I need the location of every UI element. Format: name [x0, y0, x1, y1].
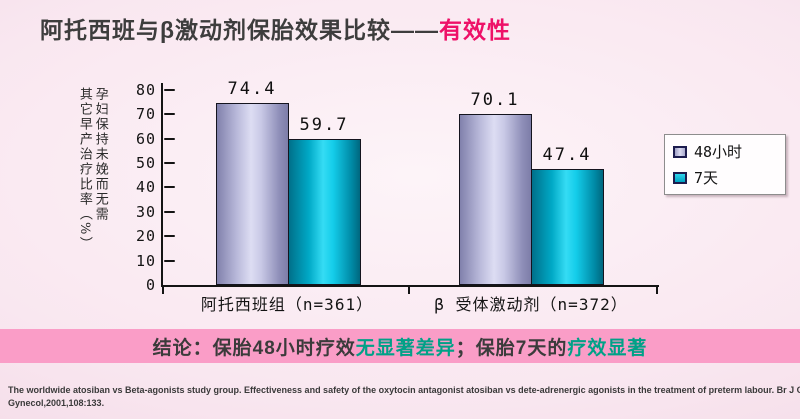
y-tick-mark [164, 235, 175, 238]
category-label: 阿托西班组（n=361） [200, 295, 374, 314]
bar-value-label: 74.4 [227, 79, 277, 100]
y-axis-label-line1: 孕妇保持未娩而无需 [92, 87, 108, 222]
legend-item-48小时: 48小时 [673, 141, 777, 162]
conclusion-highlight-2: 疗效显著 [567, 337, 648, 359]
y-tick-label: 70 [135, 105, 156, 124]
y-tick-label: 20 [135, 227, 156, 246]
x-tick-mark [656, 286, 658, 294]
y-tick-label: 50 [135, 154, 156, 172]
y-tick-mark [164, 210, 175, 213]
x-tick-mark [162, 286, 164, 294]
y-tick-label: 10 [135, 251, 156, 270]
y-tick-label: 80 [135, 80, 156, 99]
y-tick-mark [164, 186, 175, 189]
y-axis-line [161, 83, 163, 287]
bar-value-label: 70.1 [470, 89, 520, 110]
y-axis-label-line2: 其它早产治疗比率（%） [76, 87, 92, 252]
conclusion-middle: ；保胎7天的 [455, 337, 568, 359]
category-label: β 受体激动剂（n=372） [434, 295, 628, 314]
slide-title-main: 阿托西班与β激动剂保胎效果比较—— [40, 17, 440, 43]
slide-title: 阿托西班与β激动剂保胎效果比较——有效性 [40, 11, 511, 45]
conclusion-band: 结论：保胎48小时疗效 无显著差异 ；保胎7天的 疗效显著 [0, 329, 800, 363]
chart-legend: 48小时 7天 [664, 134, 786, 195]
legend-label: 48小时 [694, 143, 743, 161]
y-tick-mark [164, 259, 175, 262]
bar-7天-阿托西班组（n=361） [288, 139, 361, 285]
bar-7天-β 受体激动剂（n=372） [531, 169, 604, 285]
legend-label: 7天 [694, 169, 719, 187]
y-tick-label: 40 [135, 178, 156, 197]
y-tick-label: 60 [135, 129, 156, 148]
y-tick-mark [164, 113, 175, 116]
bar-value-label: 59.7 [299, 115, 349, 136]
legend-item-7天: 7天 [673, 167, 777, 188]
conclusion-highlight-1: 无显著差异 [355, 337, 456, 359]
bar-48小时-β 受体激动剂（n=372） [459, 113, 532, 285]
legend-swatch-icon [673, 171, 687, 184]
x-axis-line [161, 285, 659, 287]
bar-value-label: 47.4 [542, 145, 592, 166]
reference-line2: Gynecol,2001,108:133. [8, 398, 105, 408]
y-tick-label: 0 [145, 276, 156, 294]
conclusion-prefix: 结论：保胎48小时疗效 [152, 337, 356, 359]
y-tick-label: 30 [135, 202, 156, 221]
x-tick-mark [408, 286, 410, 294]
y-axis-label: 孕妇保持未娩而无需 其它早产治疗比率（%） [76, 87, 108, 251]
slide-title-accent: 有效性 [439, 17, 512, 43]
reference-citation: The worldwide atosiban vs Beta-agonists … [8, 384, 800, 410]
y-tick-mark [164, 137, 175, 140]
y-tick-mark [164, 162, 175, 164]
y-tick-mark [164, 88, 175, 91]
reference-line1: The worldwide atosiban vs Beta-agonists … [8, 385, 800, 395]
legend-swatch-icon [673, 145, 687, 158]
